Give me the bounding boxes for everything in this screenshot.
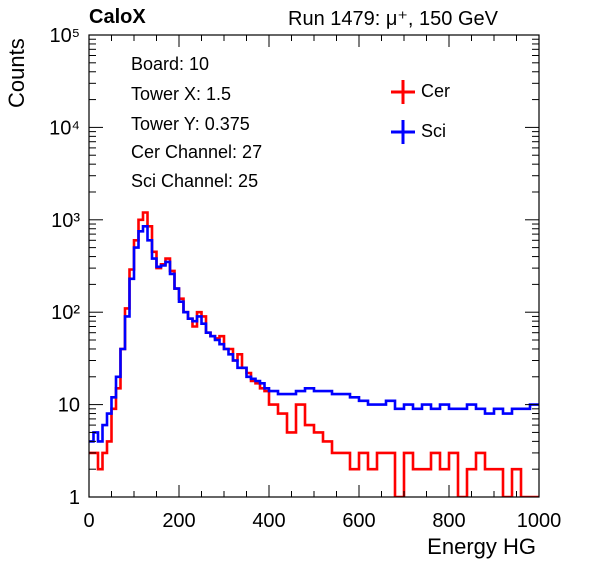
run-info-label: Run 1479: μ⁺, 150 GeV xyxy=(288,8,498,30)
legend-marker-cer xyxy=(391,80,415,104)
x-tick-label: 600 xyxy=(342,510,375,532)
info-tower-x: Tower X: 1.5 xyxy=(131,84,232,104)
legend-label-cer: Cer xyxy=(421,81,451,101)
x-tick-label: 0 xyxy=(83,510,94,532)
y-tick-label: 10⁴ xyxy=(49,117,80,139)
x-tick-label: 200 xyxy=(162,510,195,532)
y-tick-label: 1 xyxy=(69,487,80,509)
x-axis-title: Energy HG xyxy=(427,534,536,559)
x-tick-label: 400 xyxy=(252,510,285,532)
y-tick-label: 10⁵ xyxy=(49,25,80,47)
y-tick-label: 10² xyxy=(51,302,80,324)
y-axis-title: Counts xyxy=(4,38,29,108)
legend-label-sci: Sci xyxy=(421,121,447,141)
x-tick-label: 800 xyxy=(432,510,465,532)
series-line-sci xyxy=(89,225,539,443)
info-tower-y: Tower Y: 0.375 xyxy=(131,114,250,134)
brand-label: CaloX xyxy=(89,6,146,28)
x-tick-label: 1000 xyxy=(517,510,562,532)
y-tick-label: 10³ xyxy=(51,210,80,232)
info-sci-channel: Sci Channel: 25 xyxy=(131,171,259,191)
legend-marker-sci xyxy=(391,120,415,144)
series-line-cer xyxy=(89,211,539,497)
y-tick-label: 10 xyxy=(58,395,80,417)
info-cer-channel: Cer Channel: 27 xyxy=(131,142,263,162)
info-board: Board: 10 xyxy=(131,54,210,74)
